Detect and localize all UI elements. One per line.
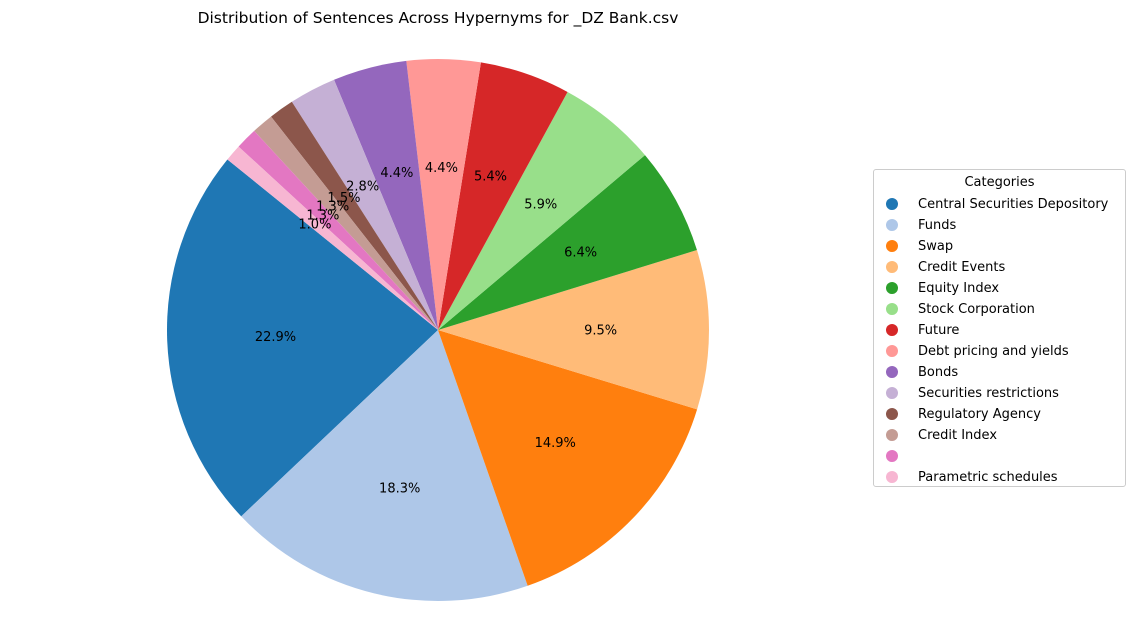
slice-percent-label-5: 6.4%	[564, 245, 597, 260]
legend-label-11: Regulatory Agency	[918, 406, 1041, 422]
slice-percent-label-12: 1.3%	[316, 200, 349, 215]
legend-item-2: Funds	[886, 215, 956, 235]
legend-item-1: Central Securities Depository	[886, 194, 1108, 214]
legend-item-9: Bonds	[886, 362, 958, 382]
pie-slice-2	[241, 330, 528, 602]
legend-label-1: Central Securities Depository	[918, 196, 1109, 212]
legend-marker-11	[886, 408, 898, 420]
legend-item-7: Future	[886, 320, 959, 340]
legend-marker-12	[886, 429, 898, 441]
legend-marker-13	[886, 450, 898, 462]
pie-slice-12	[254, 116, 438, 330]
legend-item-8: Debt pricing and yields	[886, 341, 1069, 361]
pie-slice-6	[438, 91, 645, 330]
slice-percent-label-9: 4.4%	[380, 166, 413, 181]
legend-label-7: Future	[918, 322, 960, 338]
slice-percent-label-13: 1.3%	[306, 209, 339, 224]
slice-percent-label-11: 1.5%	[327, 191, 360, 206]
pie-slice-9	[334, 60, 438, 331]
pie-slice-1	[166, 159, 438, 517]
legend-marker-7	[886, 324, 898, 336]
legend-label-6: Stock Corporation	[918, 301, 1035, 317]
legend-item-5: Equity Index	[886, 278, 999, 298]
legend-label-9: Bonds	[918, 364, 959, 380]
slice-percent-label-4: 9.5%	[584, 323, 617, 338]
legend-title: Categories	[964, 175, 1035, 190]
legend-item-12: Credit Index	[886, 425, 997, 445]
legend-label-12: Credit Index	[918, 427, 998, 443]
legend-label-4: Credit Events	[918, 259, 1006, 275]
slice-percent-label-10: 2.8%	[346, 179, 379, 194]
legend-label-3: Swap	[918, 238, 954, 254]
legend-marker-1	[886, 198, 898, 210]
pie-slice-3	[438, 330, 698, 586]
legend-item-10: Securities restrictions	[886, 383, 1059, 403]
legend: Categories Central Securities Depository…	[873, 169, 1126, 487]
pie-slice-13	[238, 130, 438, 330]
legend-item-14: Parametric schedules	[886, 467, 1058, 487]
legend-marker-9	[886, 366, 898, 378]
pie-slice-14	[227, 146, 438, 330]
legend-item-6: Stock Corporation	[886, 299, 1035, 319]
slice-percent-label-6: 5.9%	[524, 197, 557, 212]
pie-slice-5	[438, 155, 697, 330]
chart-title: Distribution of Sentences Across Hyperny…	[198, 9, 679, 28]
legend-marker-14	[886, 471, 898, 483]
legend-marker-5	[886, 282, 898, 294]
legend-label-5: Equity Index	[918, 280, 1000, 296]
pie-slice-10	[291, 79, 438, 331]
pie-slice-7	[438, 62, 568, 331]
slice-percent-label-7: 5.4%	[474, 170, 507, 185]
legend-item-11: Regulatory Agency	[886, 404, 1041, 424]
legend-marker-10	[886, 387, 898, 399]
legend-marker-2	[886, 219, 898, 231]
legend-label-2: Funds	[918, 217, 957, 233]
legend-marker-8	[886, 345, 898, 357]
legend-marker-4	[886, 261, 898, 273]
legend-item-13	[886, 446, 918, 466]
legend-item-4: Credit Events	[886, 257, 1005, 277]
legend-item-3: Swap	[886, 236, 953, 256]
legend-label-14: Parametric schedules	[918, 469, 1058, 485]
slice-percent-label-3: 14.9%	[535, 436, 576, 451]
legend-label-10: Securities restrictions	[918, 385, 1059, 401]
legend-marker-3	[886, 240, 898, 252]
pie-slice-8	[406, 59, 481, 330]
slice-percent-label-2: 18.3%	[379, 482, 420, 497]
pie-slice-labels: 22.9%18.3%14.9%9.5%6.4%5.9%5.4%4.4%4.4%2…	[255, 161, 617, 497]
legend-label-8: Debt pricing and yields	[918, 343, 1069, 359]
slice-percent-label-1: 22.9%	[255, 330, 296, 345]
legend-marker-6	[886, 303, 898, 315]
pie-slice-4	[438, 250, 710, 410]
pie-slices	[166, 59, 710, 602]
slice-percent-label-8: 4.4%	[425, 161, 458, 176]
slice-percent-label-14: 1.0%	[298, 217, 331, 232]
pie-slice-11	[271, 101, 438, 330]
